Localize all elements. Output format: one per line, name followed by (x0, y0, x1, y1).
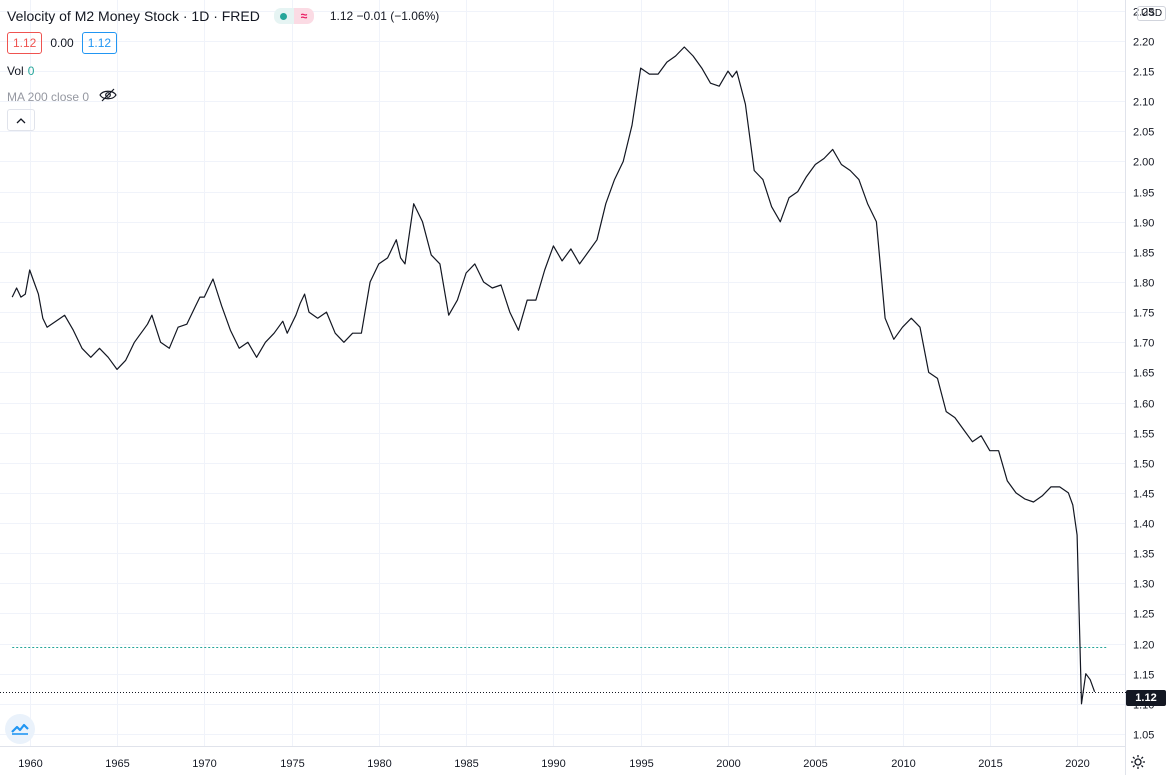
x-tick-label: 1970 (192, 758, 216, 770)
x-tick-label: 1990 (541, 758, 565, 770)
spread-value: 0.00 (50, 36, 74, 50)
tradingview-logo-icon[interactable] (5, 714, 35, 744)
x-tick-label: 2020 (1065, 758, 1089, 770)
last-price-tag: 1.12 (1126, 690, 1166, 706)
gear-icon[interactable] (1128, 752, 1148, 772)
y-tick-label: 1.60 (1133, 399, 1154, 411)
eye-crossed-icon[interactable] (99, 88, 117, 105)
x-tick-label: 2015 (978, 758, 1002, 770)
y-tick-label: 2.15 (1133, 67, 1154, 79)
vol-label: Vol (7, 64, 24, 78)
chevron-up-icon (16, 111, 26, 129)
y-tick-label: 1.15 (1133, 670, 1154, 682)
y-tick-label: 1.85 (1133, 248, 1154, 260)
ask-price-button[interactable]: 1.12 (81, 32, 118, 54)
vertical-grid (30, 0, 1078, 746)
currency-label[interactable]: USD (1137, 6, 1167, 21)
y-tick-label: 1.05 (1133, 730, 1154, 742)
series-line (11, 46, 1096, 705)
status-dot-icon (273, 8, 294, 24)
collapse-legend-button[interactable] (7, 109, 35, 131)
volume-indicator[interactable]: Vol 0 (7, 64, 34, 78)
y-tick-label: 1.40 (1133, 519, 1154, 531)
x-tick-label: 2005 (803, 758, 827, 770)
y-tick-label: 2.10 (1133, 97, 1154, 109)
y-tick-label: 2.05 (1133, 127, 1154, 139)
y-tick-label: 2.00 (1133, 157, 1154, 169)
y-tick-label: 1.80 (1133, 278, 1154, 290)
x-tick-label: 1965 (105, 758, 129, 770)
y-tick-label: 1.30 (1133, 579, 1154, 591)
y-tick-labels: 2.25 2.20 2.15 2.10 2.05 2.00 1.95 1.90 1.85 1.80… (1133, 7, 1154, 742)
velocity-series-line (11, 46, 1096, 705)
quote-row: 1.12 0.00 1.12 (7, 32, 118, 54)
status-pill[interactable]: ≈ (273, 8, 314, 24)
x-tick-label: 2000 (716, 758, 740, 770)
x-tick-labels: 1960 1965 1970 1975 1980 1985 1990 1995 2000 2005… (18, 758, 1089, 770)
y-tick-label: 1.20 (1133, 640, 1154, 652)
y-tick-label: 1.35 (1133, 549, 1154, 561)
wave-icon: ≈ (293, 8, 314, 24)
vol-value: 0 (27, 64, 35, 78)
ma-indicator[interactable]: MA 200 close 0 (7, 88, 117, 105)
y-tick-label: 1.95 (1133, 188, 1154, 200)
bid-price-button[interactable]: 1.12 (7, 32, 43, 54)
x-tick-label: 1995 (629, 758, 653, 770)
y-tick-label: 1.55 (1133, 429, 1154, 441)
x-tick-label: 1985 (454, 758, 478, 770)
y-tick-label: 1.50 (1133, 459, 1154, 471)
chart-header: Velocity of M2 Money Stock · 1D · FRED ≈… (7, 8, 439, 24)
x-tick-label: 1975 (280, 758, 304, 770)
x-tick-label: 1960 (18, 758, 42, 770)
ma-label: MA 200 close 0 (7, 89, 90, 104)
y-tick-label: 1.75 (1133, 308, 1154, 320)
y-tick-label: 1.45 (1133, 489, 1154, 501)
y-tick-label: 2.20 (1133, 37, 1154, 49)
x-tick-label: 2010 (891, 758, 915, 770)
y-tick-label: 1.65 (1133, 368, 1154, 380)
y-tick-label: 1.70 (1133, 338, 1154, 350)
y-tick-label: 1.90 (1133, 218, 1154, 230)
y-tick-label: 1.25 (1133, 609, 1154, 621)
horizontal-grid (0, 11, 1126, 735)
price-change: 1.12 −0.01 (−1.06%) (329, 9, 440, 23)
y-tick-label: 2.25 (1133, 7, 1154, 19)
x-tick-label: 1980 (367, 758, 391, 770)
chart-title[interactable]: Velocity of M2 Money Stock · 1D · FRED (7, 8, 260, 24)
